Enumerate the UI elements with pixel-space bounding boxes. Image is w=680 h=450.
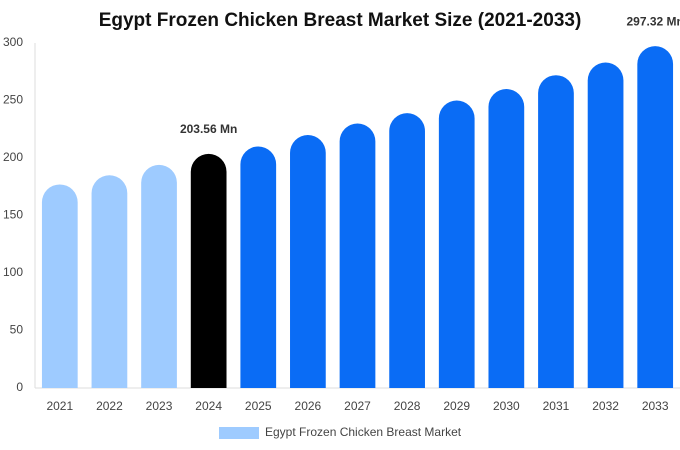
- y-tick-label: 300: [3, 35, 23, 49]
- y-tick-label: 0: [16, 380, 23, 394]
- bar: [637, 46, 674, 388]
- x-tick-label: 2031: [543, 399, 570, 413]
- legend-label: Egypt Frozen Chicken Breast Market: [265, 425, 462, 439]
- bar: [339, 123, 376, 388]
- x-tick-label: 2030: [493, 399, 520, 413]
- bar: [438, 100, 475, 388]
- y-tick-label: 250: [3, 93, 23, 107]
- x-tick-label: 2024: [195, 399, 222, 413]
- x-tick-label: 2025: [245, 399, 272, 413]
- bar: [91, 175, 128, 388]
- y-tick-label: 150: [3, 208, 23, 222]
- bar: [141, 164, 177, 388]
- bar: [538, 75, 574, 388]
- bar: [240, 146, 277, 388]
- y-tick-label: 50: [10, 323, 24, 337]
- x-tick-label: 2026: [295, 399, 322, 413]
- bar: [190, 153, 227, 388]
- x-tick-label: 2021: [46, 399, 73, 413]
- chart-title: Egypt Frozen Chicken Breast Market Size …: [99, 10, 582, 31]
- x-tick-label: 2023: [146, 399, 173, 413]
- legend-swatch: [219, 427, 259, 439]
- bar: [488, 89, 525, 389]
- x-tick-label: 2022: [96, 399, 123, 413]
- x-tick-label: 2029: [443, 399, 470, 413]
- bar: [587, 62, 624, 389]
- x-tick-label: 2028: [394, 399, 421, 413]
- y-tick-label: 200: [3, 150, 23, 164]
- x-tick-label: 2033: [642, 399, 669, 413]
- value-label: 297.32 Mn: [627, 14, 680, 28]
- y-tick-label: 100: [3, 265, 23, 279]
- bar: [41, 184, 78, 388]
- x-tick-label: 2032: [592, 399, 619, 413]
- x-tick-label: 2027: [344, 399, 371, 413]
- bar: [389, 113, 425, 388]
- bar: [290, 135, 326, 388]
- value-label: 203.56 Mn: [180, 122, 237, 136]
